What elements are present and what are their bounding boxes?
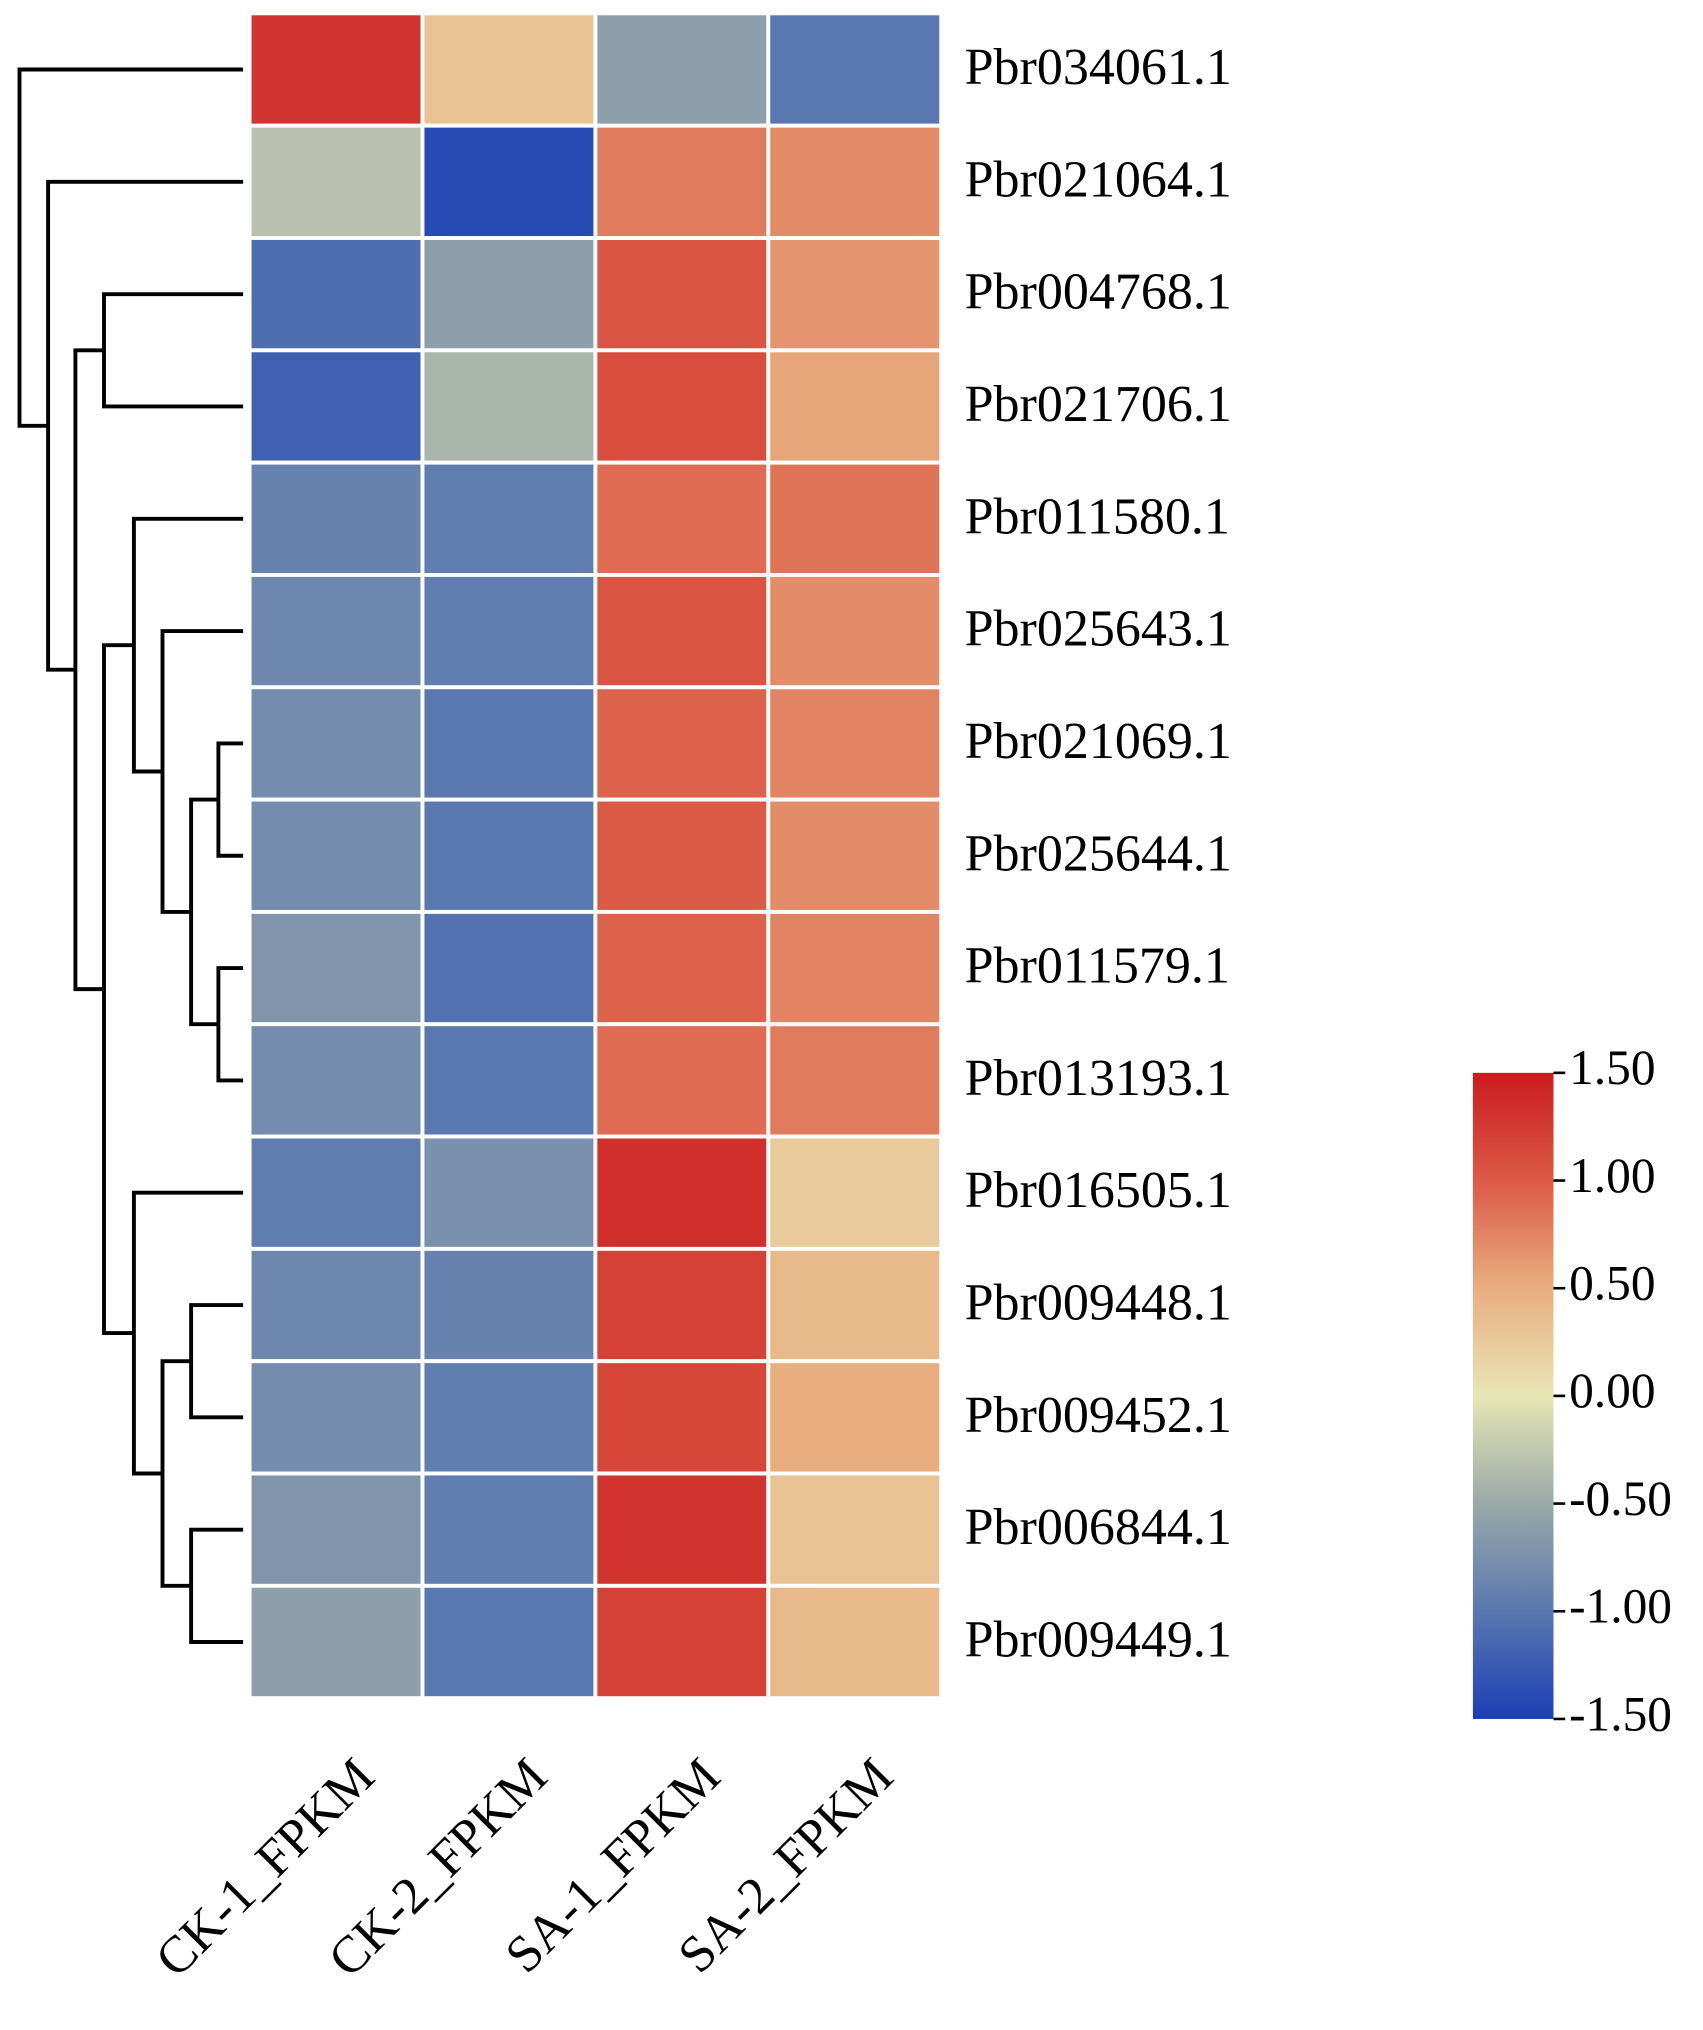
dendrogram-branch (189, 1527, 244, 1644)
colorbar-tick-label: 0.50 (1569, 1256, 1655, 1311)
dendrogram-branch (102, 643, 134, 1336)
heatmap-cell (247, 460, 425, 577)
heatmap-cell (593, 348, 771, 465)
row-label: Pbr009452.1 (965, 1387, 1232, 1444)
heatmap-cell (593, 11, 771, 128)
row-label: Pbr006844.1 (965, 1499, 1232, 1556)
colorbar (1472, 1072, 1554, 1719)
colorbar-tick-label: -1.00 (1569, 1579, 1672, 1634)
heatmap-cell (766, 909, 944, 1027)
heatmap-cell (420, 1359, 598, 1476)
heatmap-cell (766, 1359, 944, 1476)
dendrogram-branch (189, 797, 219, 1027)
heatmap-cell (766, 797, 944, 914)
heatmap-cell (593, 1246, 771, 1364)
dendrogram-branch (160, 1359, 192, 1588)
heatmap-cell (593, 797, 771, 914)
dendrogram-branch (131, 1190, 244, 1476)
heatmap-cell (420, 797, 598, 914)
heatmap-cell (247, 236, 425, 353)
heatmap-cell (247, 685, 425, 802)
dendrogram-branch (73, 348, 104, 992)
dendrogram-branch (102, 292, 244, 409)
colorbar-tick-label: 1.50 (1569, 1040, 1655, 1095)
heatmap-cell (593, 1022, 771, 1139)
heatmap-cell (420, 1246, 598, 1364)
heatmap-cell (593, 460, 771, 577)
heatmap-cell (593, 685, 771, 802)
heatmap-cell (420, 460, 598, 577)
heatmap-cell (247, 1471, 425, 1588)
heatmap-cell (766, 1583, 944, 1701)
heatmap-cell (766, 1246, 944, 1364)
heatmap-cell (247, 909, 425, 1027)
heatmap-cell (247, 11, 425, 128)
heatmap-cell (766, 1022, 944, 1139)
row-label: Pbr009448.1 (965, 1275, 1232, 1332)
heatmap-cell (247, 1022, 425, 1139)
row-label: Pbr004768.1 (965, 264, 1232, 321)
colorbar-tick-label: 1.00 (1569, 1148, 1655, 1203)
dendrogram-branch (216, 741, 244, 858)
colorbar-tick-label: -0.50 (1569, 1471, 1672, 1526)
heatmap-cell (766, 1134, 944, 1251)
row-label: Pbr011579.1 (965, 938, 1230, 995)
heatmap-cell (247, 573, 425, 690)
heatmap-cell (593, 1583, 771, 1701)
heatmap-cell (420, 236, 598, 353)
row-label: Pbr021706.1 (965, 376, 1232, 433)
heatmap-cell (593, 1134, 771, 1251)
heatmap-cell (247, 1134, 425, 1251)
row-label: Pbr025644.1 (965, 825, 1232, 882)
heatmap-cell (247, 1583, 425, 1701)
colorbar-tick-label: -1.50 (1569, 1686, 1672, 1741)
row-label: Pbr013193.1 (965, 1050, 1232, 1107)
heatmap-cell (420, 1471, 598, 1588)
heatmap-cell (766, 685, 944, 802)
dendrogram-branch (216, 966, 244, 1083)
heatmap-cell (593, 123, 771, 240)
row-label: Pbr021069.1 (965, 713, 1232, 770)
heatmap-cell (593, 1471, 771, 1588)
dendrogram-branch (160, 629, 244, 914)
heatmap-cell (593, 1359, 771, 1476)
heatmap-cell (247, 1246, 425, 1364)
heatmap-cell (420, 1022, 598, 1139)
row-label: Pbr025643.1 (965, 601, 1232, 658)
heatmap-cell (420, 685, 598, 802)
heatmap-cell (247, 123, 425, 240)
heatmap-cell (766, 123, 944, 240)
heatmap-cell (420, 348, 598, 465)
heatmap-cell (766, 1471, 944, 1588)
dendrogram-branch (17, 67, 244, 428)
heatmap-cell (420, 1134, 598, 1251)
heatmap-cell (766, 573, 944, 690)
colorbar-tick-label: 0.00 (1569, 1363, 1655, 1418)
heatmap-cell (247, 797, 425, 914)
heatmap-cell (766, 460, 944, 577)
heatmap-cell (766, 348, 944, 465)
heatmap-cell (593, 909, 771, 1027)
row-label: Pbr016505.1 (965, 1162, 1232, 1219)
heatmap-cell (420, 123, 598, 240)
heatmap-cell (593, 573, 771, 690)
dendrogram-branch (131, 516, 244, 774)
heatmap-cell (247, 1359, 425, 1476)
row-label: Pbr009449.1 (965, 1612, 1232, 1669)
row-label: Pbr011580.1 (965, 488, 1230, 545)
heatmap-cell (247, 348, 425, 465)
heatmap-cell (420, 11, 598, 128)
row-label: Pbr021064.1 (965, 151, 1232, 208)
heatmap-cell (420, 573, 598, 690)
dendrogram (17, 67, 244, 1644)
row-label: Pbr034061.1 (965, 39, 1232, 96)
heatmap-cell (593, 236, 771, 353)
heatmap-cell (420, 1583, 598, 1701)
dendrogram-branch (189, 1303, 244, 1420)
heatmap-cell (420, 909, 598, 1027)
heatmap-cell (766, 11, 944, 128)
heatmap-cell (766, 236, 944, 353)
